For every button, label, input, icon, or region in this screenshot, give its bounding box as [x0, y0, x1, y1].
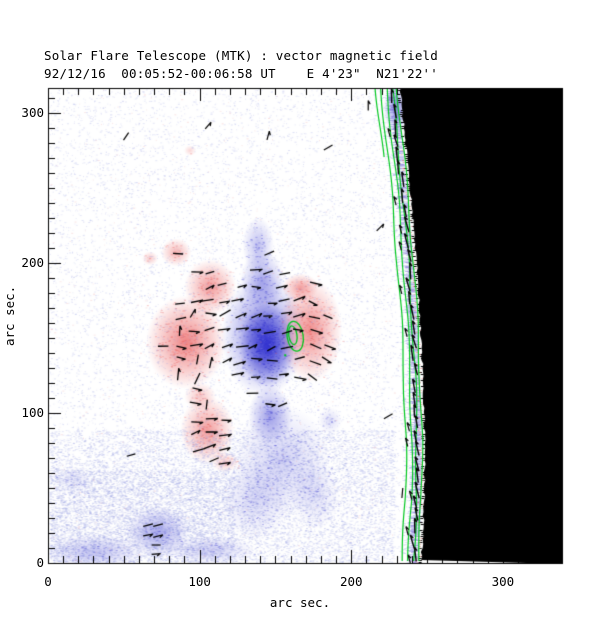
x-tick-label: 300: [491, 574, 515, 589]
y-tick-label: 0: [36, 555, 44, 570]
y-tick-label: 200: [21, 255, 44, 271]
y-tick-label: 100: [21, 405, 44, 421]
x-tick-label: 0: [44, 574, 52, 589]
plot-subtitle: 92/12/16 00:05:52-00:06:58 UT E 4'23" N2…: [44, 66, 439, 81]
y-tick-label: 300: [21, 105, 44, 121]
plot-title: Solar Flare Telescope (MTK) : vector mag…: [44, 48, 439, 63]
x-axis-label: arc sec.: [269, 595, 331, 610]
x-tick-label: 200: [339, 574, 363, 589]
x-tick-label: 100: [188, 574, 211, 589]
y-axis-label: arc sec.: [2, 285, 17, 346]
